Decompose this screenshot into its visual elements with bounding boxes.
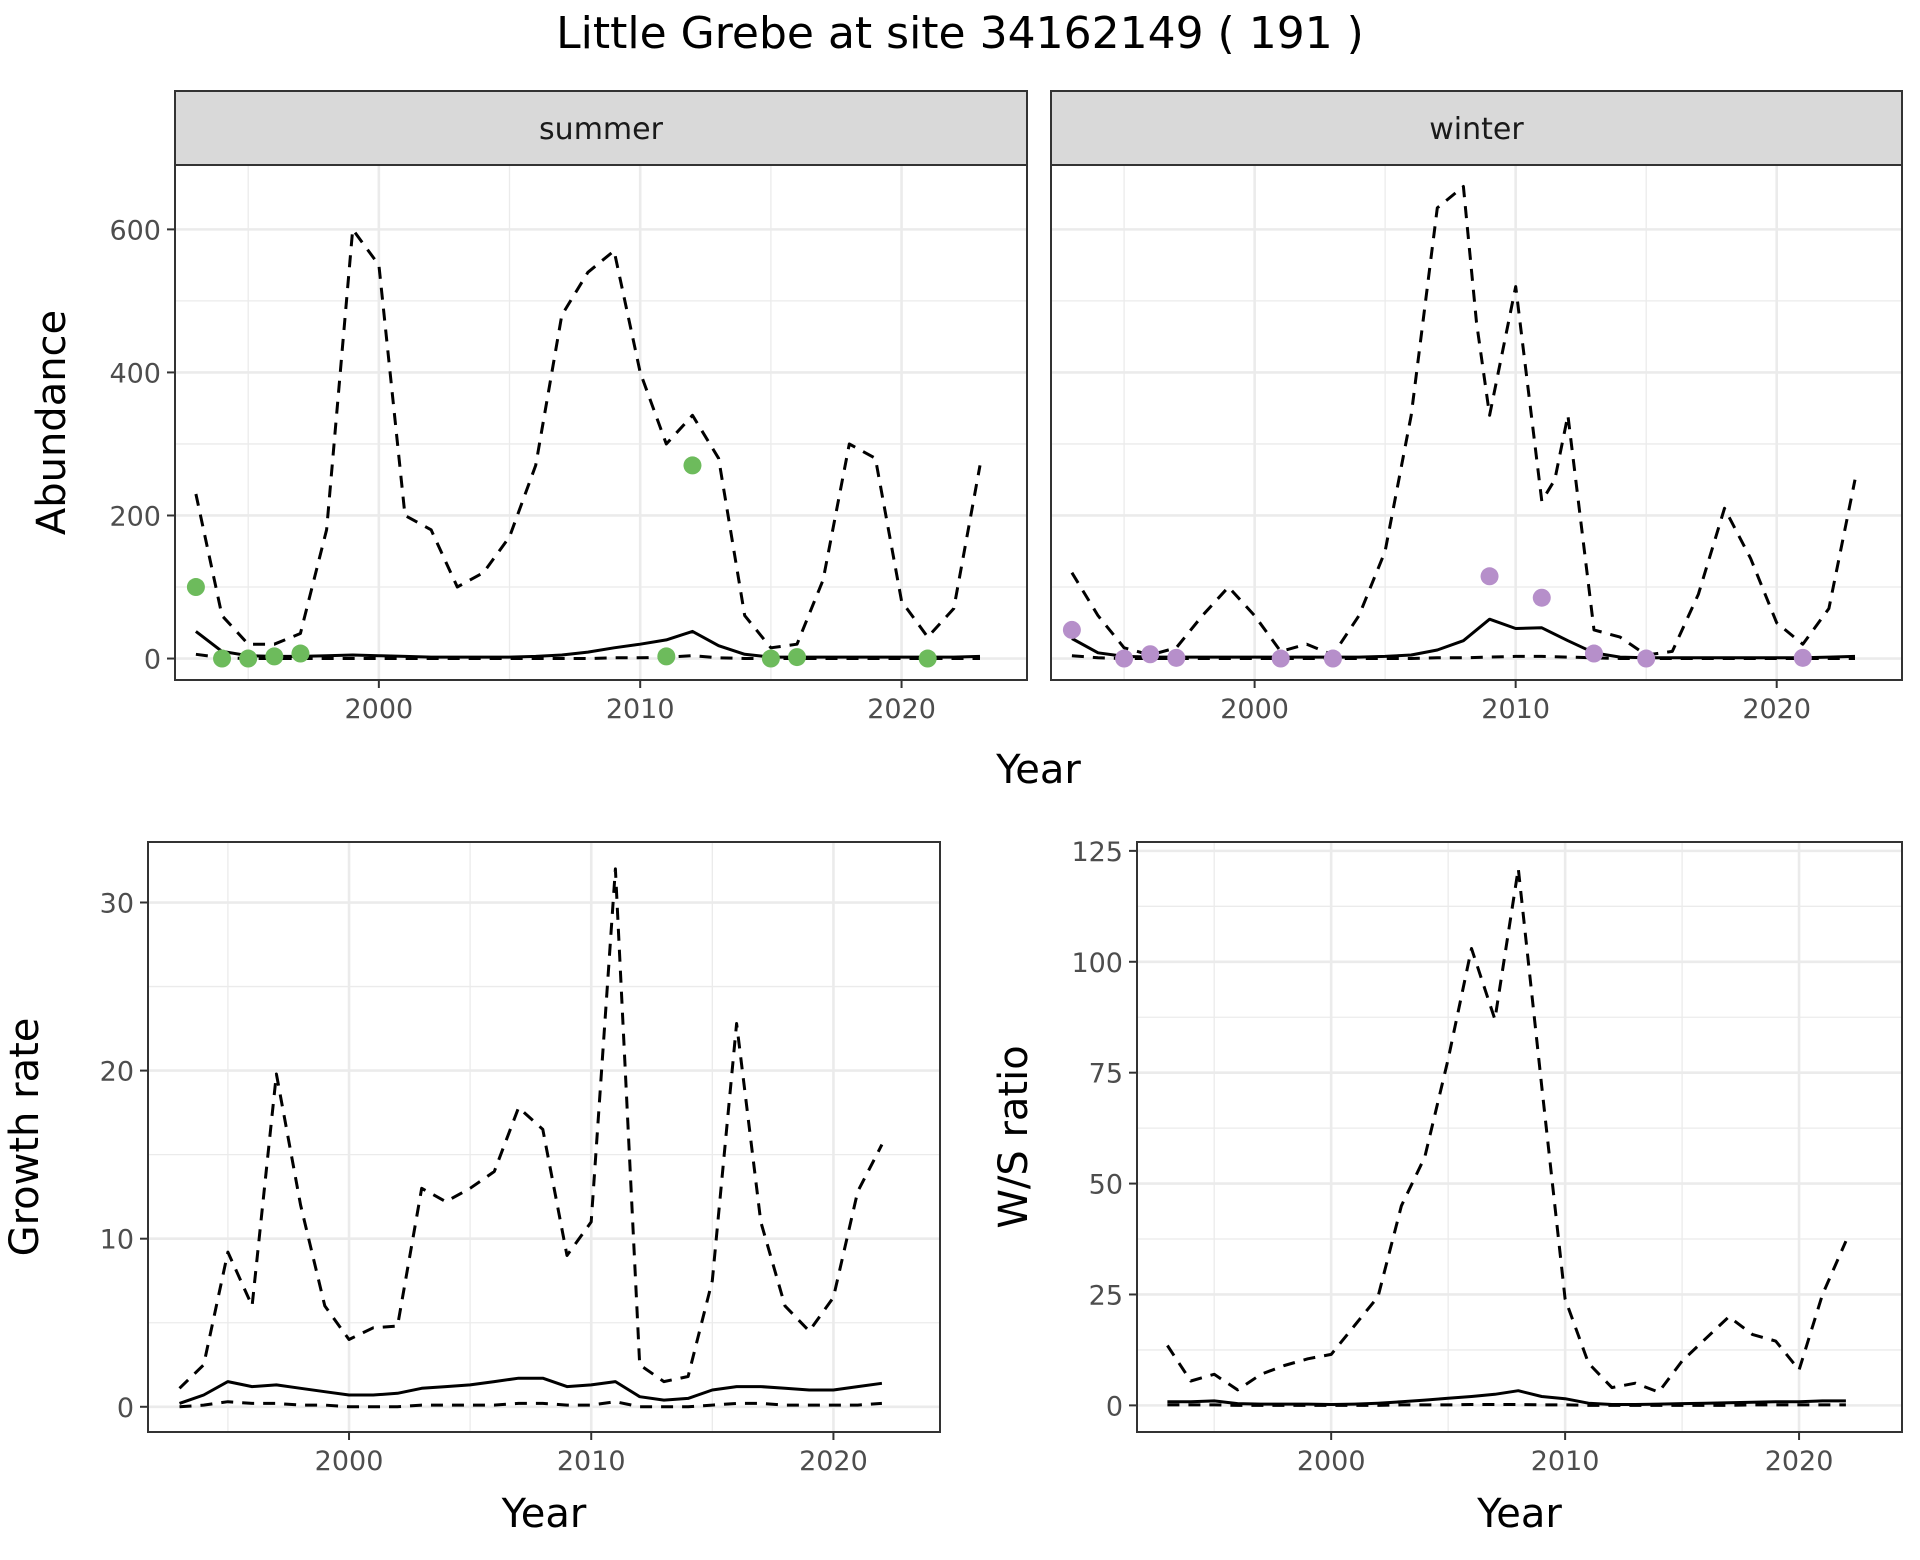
data-point bbox=[265, 647, 284, 666]
panel-growth: 2000 2010 2020 0 10 20 30 Growth rate Year bbox=[2, 841, 941, 1537]
y-tick-label: 0 bbox=[144, 645, 161, 676]
x-tick-label: 2020 bbox=[867, 694, 936, 725]
data-point bbox=[239, 649, 258, 668]
data-point bbox=[1793, 648, 1812, 667]
series-line-dashed bbox=[194, 227, 982, 650]
series-line-dashed bbox=[1167, 1403, 1846, 1407]
y-axis-title: W/S ratio bbox=[991, 1045, 1037, 1228]
panel-background bbox=[1051, 165, 1902, 680]
y-tick-label: 50 bbox=[1089, 1170, 1123, 1201]
x-axis-title: Year bbox=[1476, 1491, 1562, 1537]
y-tick-label: 125 bbox=[1071, 837, 1123, 868]
data-point bbox=[657, 647, 676, 666]
y-tick-label: 0 bbox=[117, 1393, 134, 1424]
x-tick-label: 2000 bbox=[315, 1446, 384, 1477]
y-tick-label: 10 bbox=[100, 1225, 134, 1256]
panel-background bbox=[1137, 842, 1902, 1432]
series-line-solid bbox=[179, 1376, 883, 1405]
facet-strip-label: summer bbox=[539, 112, 664, 147]
y-tick-label: 20 bbox=[100, 1057, 134, 1088]
data-point bbox=[1271, 649, 1290, 668]
y-axis-title: Abundance bbox=[29, 310, 75, 535]
data-point bbox=[1115, 649, 1134, 668]
data-point bbox=[213, 649, 232, 668]
x-tick-label: 2000 bbox=[344, 694, 413, 725]
x-axis-title: Year bbox=[501, 1491, 587, 1537]
series-line-dashed bbox=[178, 867, 884, 1390]
facet-strip bbox=[174, 90, 1028, 166]
data-point bbox=[788, 648, 807, 667]
data-point bbox=[683, 456, 702, 475]
x-tick-label: 2020 bbox=[1765, 1446, 1834, 1477]
data-point bbox=[1167, 648, 1186, 667]
x-tick-label: 2010 bbox=[1481, 694, 1550, 725]
x-tick-label: 2010 bbox=[606, 694, 675, 725]
series-line-dashed bbox=[1166, 867, 1848, 1394]
facet-strip bbox=[1050, 90, 1903, 166]
panel-winter: winter 2000 2010 2020 bbox=[1050, 90, 1903, 725]
x-tick-label: 2010 bbox=[1531, 1446, 1600, 1477]
series-line-dashed bbox=[1070, 185, 1857, 657]
y-axis-title: Growth rate bbox=[2, 1018, 48, 1257]
data-point bbox=[1323, 649, 1342, 668]
data-point bbox=[1480, 567, 1499, 586]
panel-border bbox=[1136, 841, 1903, 1433]
data-point bbox=[1637, 649, 1656, 668]
data-point bbox=[1584, 644, 1603, 663]
panel-ratio: 2000 2010 2020 0 25 50 75 100 125 W/S ratio Year bbox=[991, 837, 1903, 1537]
y-tick-label: 200 bbox=[109, 501, 161, 532]
figure-title: Little Grebe at site 34162149 ( 191 ) bbox=[556, 8, 1364, 59]
data-point bbox=[1141, 645, 1160, 664]
series-line-dashed bbox=[195, 652, 980, 660]
series-line-dashed bbox=[1071, 654, 1855, 660]
y-tick-label: 75 bbox=[1089, 1059, 1123, 1090]
x-tick-label: 2000 bbox=[1220, 694, 1289, 725]
x-tick-label: 2010 bbox=[557, 1446, 626, 1477]
y-tick-label: 25 bbox=[1089, 1280, 1123, 1311]
y-tick-label: 600 bbox=[109, 215, 161, 246]
x-tick-label: 2020 bbox=[1742, 694, 1811, 725]
data-point bbox=[761, 649, 780, 668]
panel-summer: summer 2000 2010 2020 0 200 400 600 Abundance bbox=[29, 90, 1028, 725]
data-point bbox=[1062, 620, 1081, 639]
data-point bbox=[291, 644, 310, 663]
panel-background bbox=[148, 842, 940, 1432]
y-tick-label: 100 bbox=[1071, 948, 1123, 979]
shared-x-axis-title: Year bbox=[995, 747, 1081, 793]
y-tick-label: 400 bbox=[109, 358, 161, 389]
data-point bbox=[1532, 588, 1551, 607]
panel-background bbox=[175, 165, 1027, 680]
facet-strip-label: winter bbox=[1429, 112, 1524, 147]
y-tick-label: 30 bbox=[100, 889, 134, 920]
data-point bbox=[918, 649, 937, 668]
x-tick-label: 2020 bbox=[799, 1446, 868, 1477]
x-tick-label: 2000 bbox=[1297, 1446, 1366, 1477]
y-tick-label: 0 bbox=[1106, 1391, 1123, 1422]
data-point bbox=[186, 578, 205, 597]
panel-border bbox=[147, 841, 941, 1433]
